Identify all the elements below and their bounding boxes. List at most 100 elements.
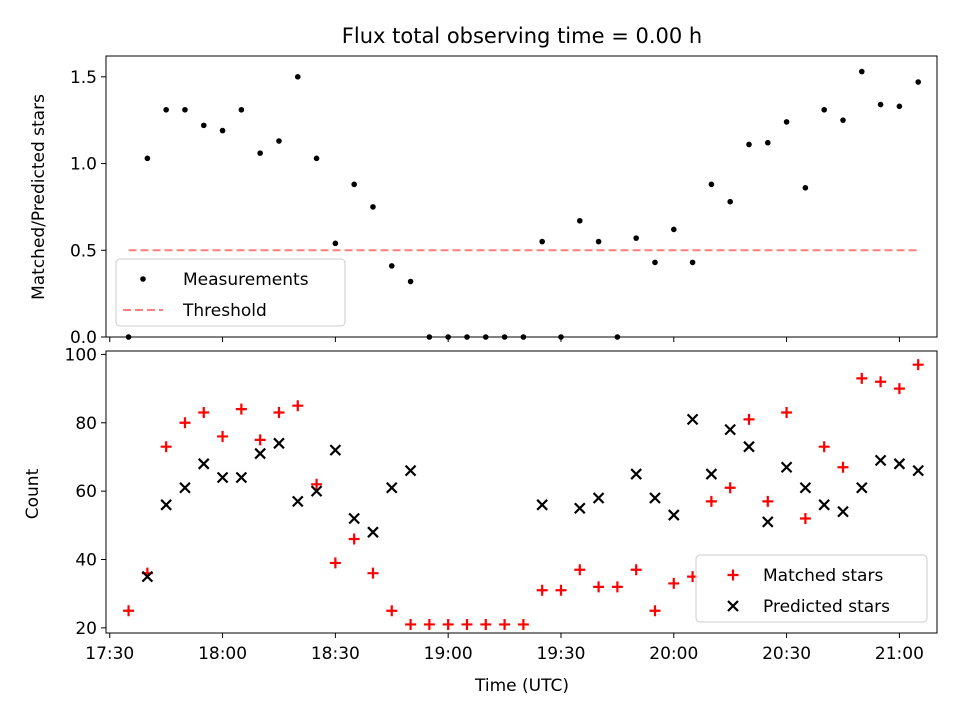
measurement-point bbox=[802, 185, 809, 191]
measurement-point bbox=[689, 259, 696, 266]
measurement-point bbox=[388, 263, 395, 269]
matched-star-point bbox=[442, 618, 454, 630]
matched-star-point bbox=[329, 557, 341, 569]
predicted-star-point bbox=[780, 461, 793, 473]
measurement-point bbox=[482, 334, 489, 340]
bottom-y-tick-label: 20 bbox=[75, 619, 97, 639]
bottom-y-axis-label: Count bbox=[23, 468, 43, 519]
measurement-point bbox=[464, 334, 470, 340]
matched-star-point bbox=[386, 605, 398, 617]
matched-star-point bbox=[762, 495, 774, 507]
x-tick-label: 18:00 bbox=[198, 644, 247, 664]
matched-star-point bbox=[273, 407, 285, 419]
measurement-point bbox=[219, 127, 226, 134]
predicted-star-point bbox=[818, 499, 830, 511]
matched-star-point bbox=[705, 495, 717, 507]
measurement-point bbox=[858, 68, 865, 75]
bottom-y-tick-label: 80 bbox=[75, 414, 97, 434]
matched-star-point bbox=[292, 400, 304, 412]
x-tick-label: 21:00 bbox=[875, 644, 924, 664]
matched-star-point bbox=[574, 564, 586, 576]
measurement-point bbox=[633, 235, 639, 241]
matched-star-point bbox=[743, 413, 755, 425]
measurement-point bbox=[294, 74, 301, 80]
predicted-star-point bbox=[235, 471, 248, 484]
bottom-plot-frame bbox=[105, 350, 938, 634]
top-legend-box bbox=[115, 258, 346, 327]
bottom-legend-marker bbox=[727, 600, 739, 612]
predicted-star-point bbox=[874, 454, 887, 467]
bottom-axes: Count 17:30 18:00 18:30 19:00 19:30 20:00 20:3… bbox=[23, 345, 938, 664]
matched-star-point bbox=[198, 407, 210, 419]
measurement-point bbox=[576, 217, 583, 224]
measurement-point bbox=[652, 259, 658, 266]
matched-star-point bbox=[179, 417, 191, 429]
measurement-point bbox=[182, 106, 188, 113]
x-tick-label: 19:30 bbox=[536, 644, 585, 664]
predicted-star-point bbox=[649, 492, 661, 504]
measurement-point bbox=[614, 334, 621, 340]
measurement-point bbox=[200, 122, 207, 129]
measurement-point bbox=[445, 334, 451, 340]
top-y-tick-label: 0.0 bbox=[70, 328, 97, 348]
measurement-point bbox=[407, 278, 414, 285]
x-tick-label: 19:00 bbox=[424, 644, 473, 664]
predicted-star-point bbox=[160, 499, 172, 511]
measurement-point bbox=[783, 119, 790, 125]
predicted-star-point bbox=[536, 499, 548, 511]
matched-star-point bbox=[160, 441, 172, 453]
matched-star-point bbox=[405, 618, 417, 630]
matched-star-point bbox=[630, 564, 642, 576]
measurement-point bbox=[144, 155, 151, 162]
measurement-point bbox=[370, 204, 376, 210]
measurement-point bbox=[238, 106, 245, 113]
matched-star-point bbox=[856, 372, 868, 384]
measurement-point bbox=[539, 238, 545, 245]
matched-star-point bbox=[311, 478, 323, 490]
predicted-star-point bbox=[216, 471, 229, 484]
matched-star-point bbox=[480, 618, 492, 630]
matched-star-point bbox=[555, 584, 567, 596]
predicted-star-point bbox=[404, 464, 417, 477]
matched-star-point bbox=[367, 567, 379, 579]
top-legend-label: Threshold bbox=[182, 301, 267, 321]
predicted-star-point bbox=[743, 440, 755, 453]
matched-star-point bbox=[593, 581, 605, 593]
top-y-tick-label: 1.5 bbox=[70, 68, 97, 88]
predicted-star-point bbox=[912, 464, 924, 477]
top-y-tick-label: 0.5 bbox=[70, 241, 97, 261]
predicted-star-point bbox=[179, 481, 191, 494]
matched-star-point bbox=[893, 383, 905, 395]
measurement-point bbox=[332, 240, 339, 247]
measurement-point bbox=[746, 141, 752, 148]
measurement-point bbox=[764, 139, 771, 146]
predicted-star-point bbox=[141, 570, 154, 583]
predicted-star-point bbox=[856, 481, 868, 494]
bottom-legend-label: Matched stars bbox=[763, 566, 883, 586]
x-tick-label: 17:30 bbox=[85, 644, 134, 664]
measurement-point bbox=[896, 103, 903, 110]
measurement-point bbox=[351, 181, 357, 188]
matched-star-point bbox=[123, 605, 135, 617]
top-legend-marker bbox=[140, 276, 146, 282]
matched-star-point bbox=[423, 618, 435, 630]
x-tick-label: 20:30 bbox=[762, 644, 811, 664]
measurement-point bbox=[125, 334, 132, 340]
matched-star-point bbox=[611, 581, 623, 593]
matched-star-point bbox=[781, 407, 793, 419]
x-tick-label: 20:00 bbox=[649, 644, 698, 664]
predicted-star-point bbox=[254, 447, 266, 460]
measurement-point bbox=[727, 198, 733, 205]
measurement-point bbox=[276, 138, 282, 144]
predicted-star-point bbox=[762, 516, 774, 528]
measurement-point bbox=[821, 106, 827, 113]
predicted-star-point bbox=[592, 492, 605, 504]
predicted-star-point bbox=[574, 502, 586, 515]
matched-star-point bbox=[235, 403, 247, 415]
matched-star-point bbox=[254, 434, 266, 446]
measurement-point bbox=[840, 117, 846, 123]
predicted-star-point bbox=[273, 437, 285, 450]
predicted-star-point bbox=[197, 458, 210, 470]
bottom-legend-marker bbox=[727, 569, 739, 581]
